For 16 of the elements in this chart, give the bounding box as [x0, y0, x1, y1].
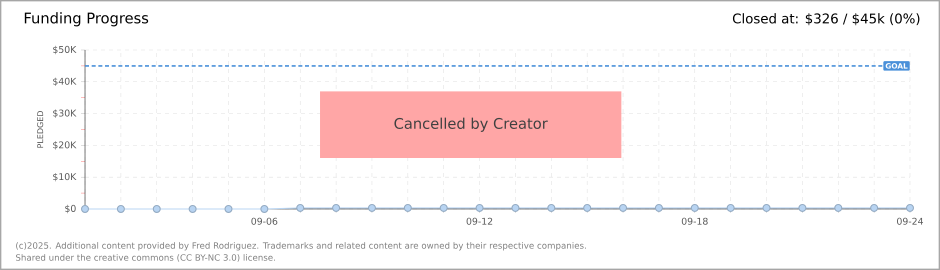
y-tick-label: $30K [53, 109, 76, 118]
x-tick-label: 09-06 [251, 218, 278, 225]
x-tick-label: 09-18 [682, 218, 708, 225]
y-tick-label: $20K [53, 141, 76, 150]
chart-subtitle: Closed at: $326 / $45k (0%) [732, 13, 920, 26]
x-tick-label: 09-12 [466, 218, 492, 225]
text: Shared under the creative commons (CC BY-NC 3.0) license. [16, 254, 275, 262]
annotation: Cancelled by Creator [394, 118, 548, 132]
y-tick-label: $10K [53, 172, 76, 182]
chart-title: Funding Progress [24, 12, 148, 26]
y-tick-label: $50K [53, 46, 76, 54]
y-tick-label: $0 [65, 204, 76, 214]
text: (c)2025. Additional content provided by Fred Rodriguez. Trademarks and related content are owned by their respective companies. [16, 242, 586, 250]
y-axis-title: PLEDGED [37, 111, 44, 148]
y-tick-label: $40K [53, 78, 76, 86]
x-tick-label: 09-24 [897, 218, 924, 225]
